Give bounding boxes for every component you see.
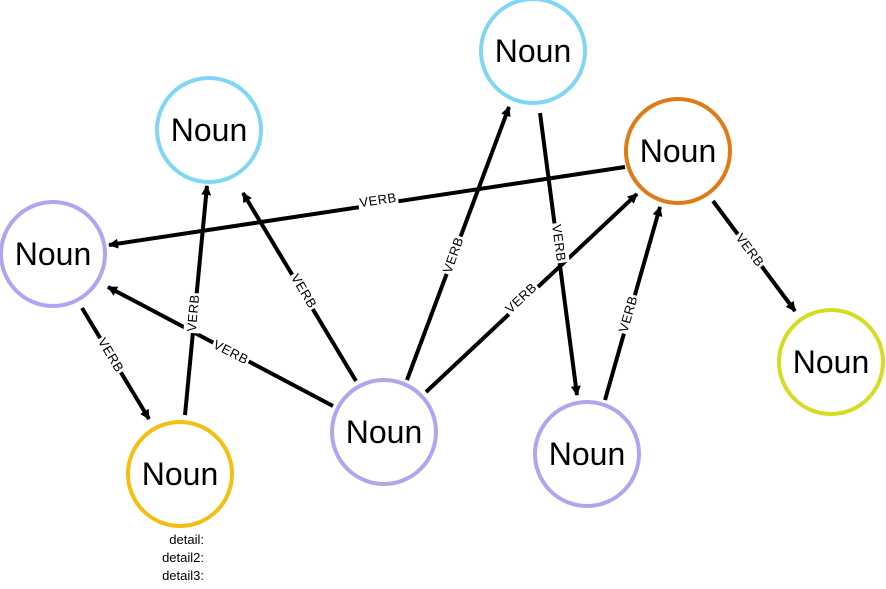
node-label: Noun [15, 236, 92, 272]
node-label: Noun [495, 33, 572, 69]
node-circle[interactable] [126, 420, 234, 528]
edge-label: VERB [95, 335, 127, 375]
node-circle[interactable] [624, 97, 732, 205]
node-label: Noun [171, 112, 248, 148]
node-circle[interactable] [533, 400, 641, 508]
node-n1[interactable]: Noun [155, 76, 263, 184]
edge-label-background [93, 333, 129, 377]
node-n3[interactable]: Noun [624, 97, 732, 205]
edge-label: VERB [288, 271, 320, 311]
edge-n2-n6: VERB [538, 112, 581, 396]
node-n4[interactable]: Noun [0, 200, 107, 308]
edge-label-background [286, 269, 322, 313]
edge-label-background [209, 335, 253, 369]
node-label: Noun [549, 436, 626, 472]
edge-n7-n1: VERB [183, 185, 212, 416]
edge-n3-n4: VERB [108, 165, 626, 249]
edge-n5-n2: VERB [405, 106, 511, 381]
node-detail-3: detail3: [162, 568, 204, 583]
node-label: Noun [142, 456, 219, 492]
edge-n4-n7: VERB [80, 306, 151, 421]
edge-n5-n3: VERB [424, 192, 639, 394]
node-n2[interactable]: Noun [479, 0, 587, 105]
edge-label: VERB [549, 223, 569, 262]
edge-label-background [614, 292, 642, 336]
edge-label: VERB [358, 190, 397, 210]
node-n6[interactable]: Noun [533, 400, 641, 508]
edge-label-background [500, 278, 542, 318]
node-circle[interactable] [0, 200, 107, 308]
edge-label: VERB [733, 231, 767, 270]
node-circle[interactable] [777, 308, 885, 416]
edge-n3-n8: VERB [711, 199, 797, 313]
node-circle[interactable] [479, 0, 587, 105]
node-detail-1: detail: [169, 532, 204, 547]
node-label: Noun [640, 133, 717, 169]
edge-label: VERB [440, 235, 467, 275]
edge-n6-n3: VERB [603, 206, 663, 401]
edge-n5-n4: VERB [107, 285, 334, 408]
node-n8[interactable]: Noun [777, 308, 885, 416]
edge-label-background [731, 229, 769, 271]
edge-label: VERB [184, 294, 202, 333]
node-n5[interactable]: Noun [330, 378, 438, 486]
node-label: Noun [793, 344, 870, 380]
node-n7[interactable]: Noun [126, 420, 234, 528]
edge-label: VERB [502, 280, 540, 316]
node-label: Noun [346, 414, 423, 450]
edge-label-background [548, 222, 570, 264]
node-detail-2: detail2: [162, 550, 204, 565]
edge-label: VERB [616, 294, 641, 334]
edge-label-background [357, 189, 399, 211]
edge-n5-n1: VERB [241, 191, 358, 383]
edge-label: VERB [211, 337, 251, 367]
node-circle[interactable] [330, 378, 438, 486]
node-circle[interactable] [155, 76, 263, 184]
edge-label-background [438, 233, 468, 277]
edge-label-background [183, 292, 203, 334]
